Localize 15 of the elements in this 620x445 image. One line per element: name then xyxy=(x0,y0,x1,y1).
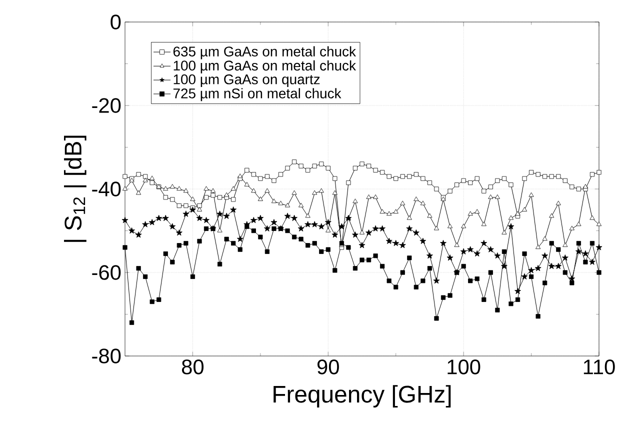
legend-label: 635 µm GaAs on metal chuck xyxy=(173,46,356,60)
x-axis-title: Frequency [GHz] xyxy=(274,385,451,408)
y-tick-label: -60 xyxy=(92,265,121,280)
x-tick-label: 100 xyxy=(448,360,480,374)
x-tick-label: 110 xyxy=(584,360,615,374)
legend-label: 725 µm nSi on metal chuck xyxy=(173,88,342,102)
y-tick-label: -80 xyxy=(92,348,121,364)
y-tick-label: 0 xyxy=(110,14,121,30)
x-tick-label: 90 xyxy=(317,360,339,374)
y-tick-label: -20 xyxy=(92,98,121,113)
x-tick-label: 80 xyxy=(182,360,204,374)
legend-label: 100 µm GaAs on metal chuck xyxy=(174,60,356,74)
y-axis-title: | S$_{12}$ | [dB] xyxy=(64,136,86,242)
legend-label: 100 µm GaAs on quartz xyxy=(174,74,320,88)
y-tick-label: -40 xyxy=(92,182,121,196)
